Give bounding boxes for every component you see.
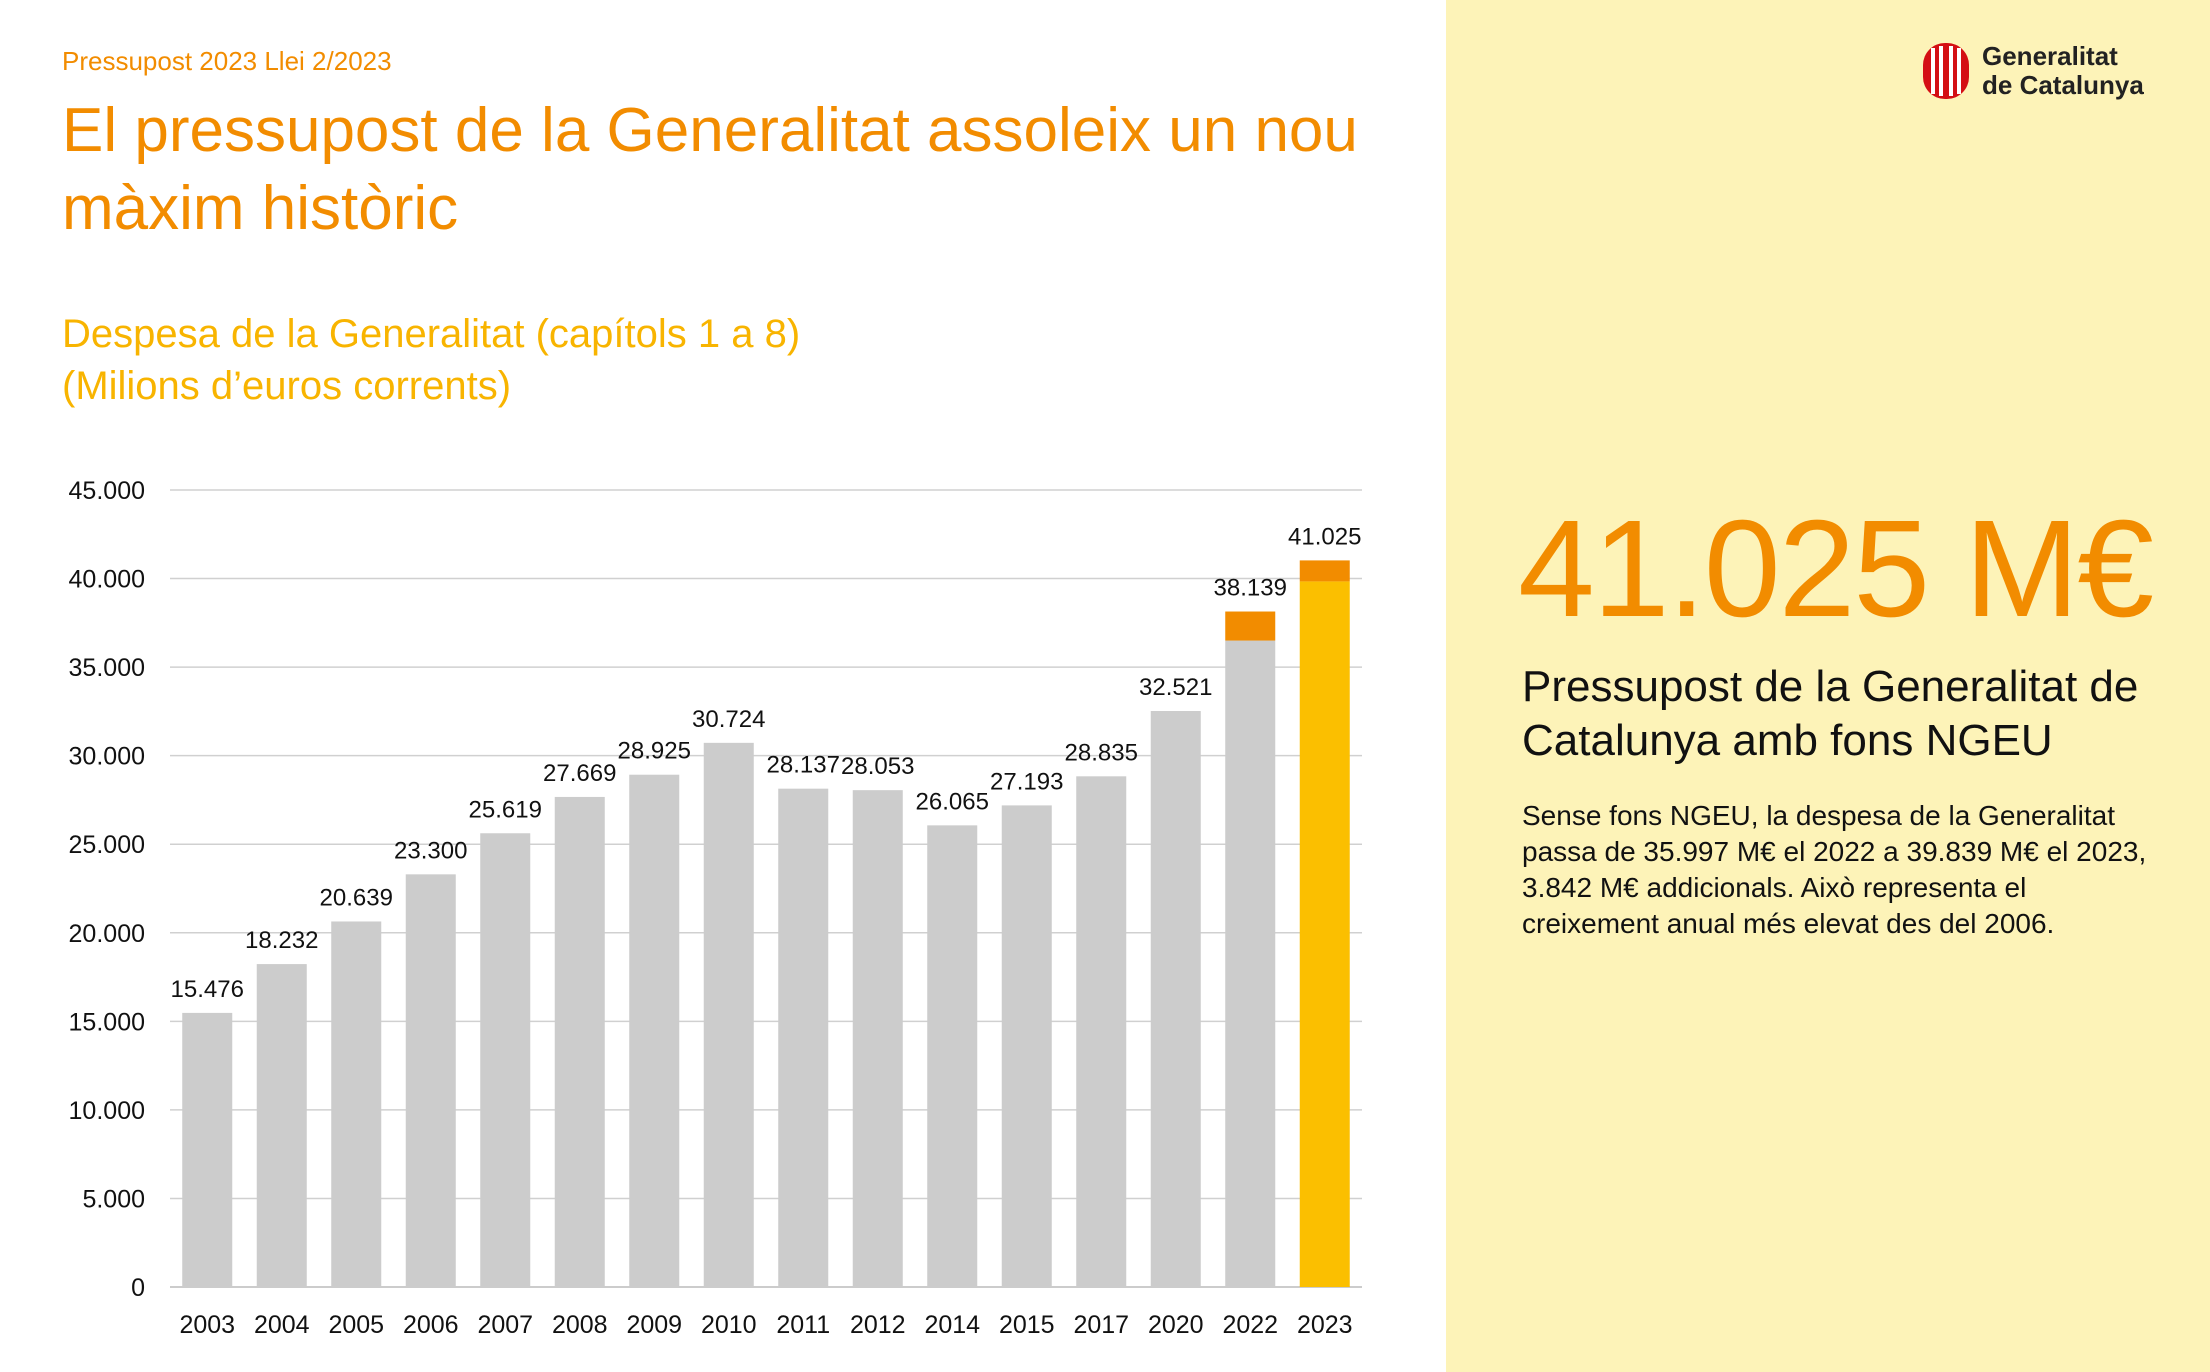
y-tick-label: 45.000 [69,477,145,505]
data-label: 23.300 [394,837,467,864]
y-tick-label: 30.000 [69,743,145,771]
data-label: 27.669 [543,760,616,787]
y-tick-label: 35.000 [69,654,145,682]
data-label: 27.193 [990,768,1063,795]
data-label: 32.521 [1139,674,1212,701]
y-tick-label: 15.000 [69,1008,145,1036]
bar-2022 [1225,640,1276,1287]
data-label: 28.053 [841,753,914,780]
x-tick-label: 2012 [850,1311,906,1339]
bar-2007 [480,833,531,1287]
logo-line-2: de Catalunya [1982,70,2144,100]
y-tick-label: 40.000 [69,566,145,594]
bar-2020 [1150,711,1201,1287]
x-tick-label: 2014 [924,1311,980,1339]
bar-2023 [1299,581,1350,1287]
main-panel: Pressupost 2023 Llei 2/2023 El pressupos… [62,46,1362,1339]
data-label: 38.139 [1214,575,1287,602]
eyebrow: Pressupost 2023 Llei 2/2023 [62,46,392,76]
y-tick-label: 25.000 [69,831,145,859]
bar-2014 [927,825,978,1287]
bar-2004 [256,964,307,1287]
x-tick-label: 2009 [626,1311,682,1339]
x-tick-label: 2007 [477,1311,533,1339]
y-tick-label: 20.000 [69,920,145,948]
bar-2012 [852,790,903,1287]
data-label: 28.925 [618,738,691,765]
x-tick-label: 2015 [999,1311,1055,1339]
bar-2011 [778,788,829,1287]
x-tick-label: 2017 [1073,1311,1129,1339]
bar-ngeu-2023 [1299,560,1350,582]
x-tick-label: 2022 [1222,1311,1278,1339]
data-label: 30.724 [692,706,765,733]
x-tick-label: 2006 [403,1311,459,1339]
page-title: El pressupost de la Generalitat assoleix… [62,96,1358,243]
chart-units: (Milions d’euros corrents) [62,364,512,408]
side-title: Pressupost de la Generalitat de Cataluny… [1522,662,2139,765]
y-tick-label: 0 [131,1274,145,1302]
y-tick-label: 10.000 [69,1097,145,1125]
bar-2003 [182,1012,233,1287]
logo-line-1: Generalitat [1982,41,2118,71]
data-label: 28.835 [1065,739,1138,766]
side-panel [1446,0,2210,1372]
bar-2015 [1001,805,1052,1287]
data-label: 28.137 [767,752,840,779]
x-tick-label: 2011 [776,1311,830,1339]
data-label: 25.619 [469,796,542,823]
y-tick-label: 5.000 [82,1185,145,1213]
bar-2008 [554,796,605,1287]
bar-2009 [629,774,680,1287]
x-tick-label: 2004 [254,1311,310,1339]
x-tick-label: 2003 [179,1311,235,1339]
x-tick-label: 2020 [1148,1311,1204,1339]
data-label: 20.639 [320,884,393,911]
data-label: 41.025 [1288,523,1361,550]
side-description: Sense fons NGEU, la despesa de la Genera… [1522,800,2147,939]
bar-2010 [703,742,754,1287]
bar-2005 [331,921,382,1287]
bar-2006 [405,874,456,1287]
x-tick-label: 2010 [701,1311,757,1339]
data-label: 18.232 [245,927,318,954]
data-label: 26.065 [916,788,989,815]
generalitat-emblem-icon [1923,43,1969,99]
data-label: 15.476 [171,976,244,1003]
x-tick-label: 2023 [1297,1311,1353,1339]
x-tick-label: 2008 [552,1311,608,1339]
headline-figure: 41.025 M€ [1518,492,2154,646]
x-tick-label: 2005 [328,1311,384,1339]
bar-chart: 0 5.000 10.000 15.000 20.000 25.000 30.000 35.0… [69,477,1362,1339]
logo: Generalitat de Catalunya [1922,42,2144,100]
bar-2017 [1076,776,1127,1287]
chart-title: Despesa de la Generalitat (capítols 1 a … [62,312,801,356]
bar-ngeu-2022 [1225,611,1276,641]
